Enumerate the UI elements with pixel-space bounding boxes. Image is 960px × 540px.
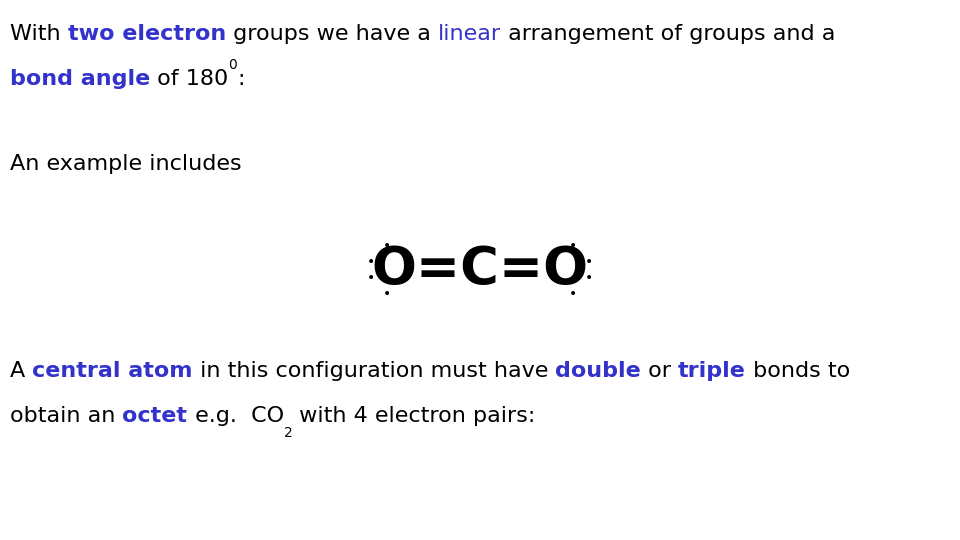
- Text: •: •: [569, 287, 577, 301]
- Text: :: :: [237, 69, 245, 89]
- Text: obtain an: obtain an: [10, 406, 123, 426]
- Text: octet: octet: [123, 406, 187, 426]
- Text: •: •: [586, 255, 593, 269]
- Text: An example includes: An example includes: [10, 154, 242, 174]
- Text: 0: 0: [228, 58, 237, 72]
- Text: arrangement of groups and a: arrangement of groups and a: [501, 24, 835, 44]
- Text: or: or: [641, 361, 679, 381]
- Text: linear: linear: [438, 24, 501, 44]
- Text: With: With: [10, 24, 68, 44]
- Text: central atom: central atom: [33, 361, 193, 381]
- Text: in this configuration must have: in this configuration must have: [193, 361, 556, 381]
- Text: A: A: [10, 361, 33, 381]
- Text: with 4 electron pairs:: with 4 electron pairs:: [293, 406, 536, 426]
- Text: •: •: [383, 239, 391, 253]
- Text: 2: 2: [283, 426, 293, 440]
- Text: triple: triple: [679, 361, 746, 381]
- Text: •: •: [586, 271, 593, 285]
- Text: of 180: of 180: [151, 69, 228, 89]
- Text: bond angle: bond angle: [10, 69, 151, 89]
- Text: groups we have a: groups we have a: [226, 24, 438, 44]
- Text: •: •: [383, 287, 391, 301]
- Text: two electron: two electron: [68, 24, 226, 44]
- Text: e.g.  CO: e.g. CO: [187, 406, 283, 426]
- Text: •: •: [367, 255, 374, 269]
- Text: double: double: [556, 361, 641, 381]
- Text: bonds to: bonds to: [746, 361, 851, 381]
- Text: •: •: [367, 271, 374, 285]
- Text: •: •: [569, 239, 577, 253]
- Text: O=C=O: O=C=O: [372, 244, 588, 296]
